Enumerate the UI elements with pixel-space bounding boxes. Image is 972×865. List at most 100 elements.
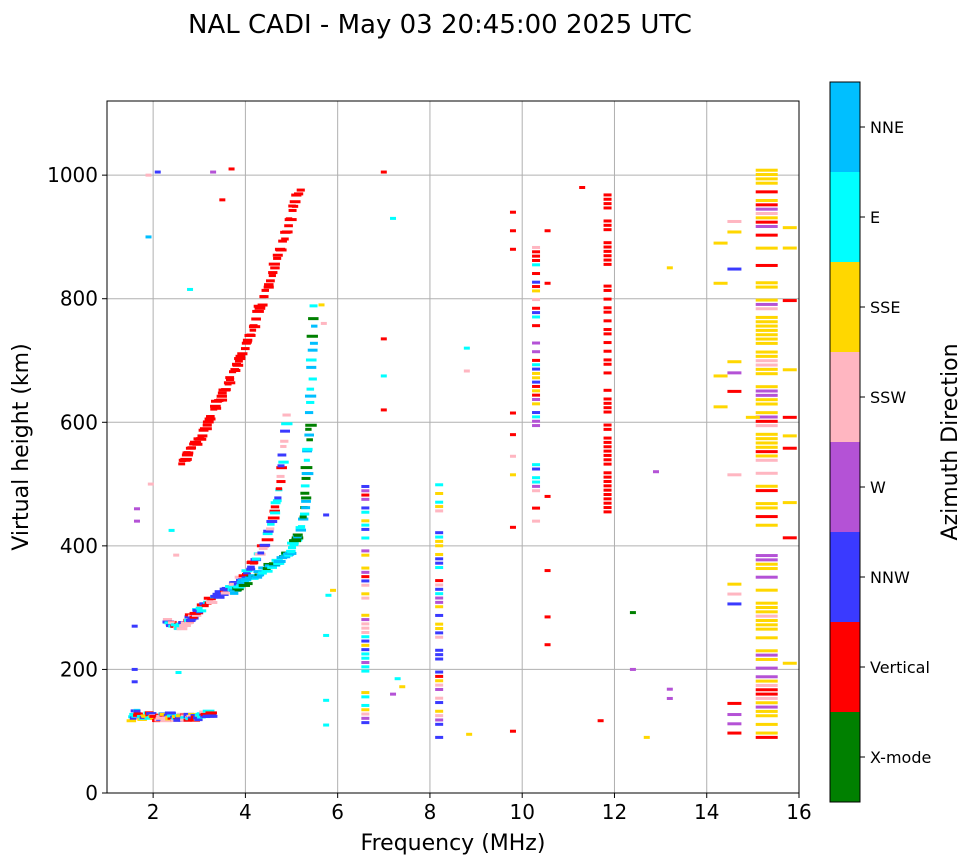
column-echo [361,493,370,497]
column-echo [755,207,778,211]
colorbar-label: E [870,208,880,227]
column-echo [755,610,778,614]
trace-echo [160,719,172,723]
x-tick-label: 14 [694,800,719,824]
trace-echo [279,555,291,559]
y-tick-label: 600 [60,410,98,434]
scattered-echo [727,592,742,596]
trace-echo [273,561,285,565]
column-echo [755,653,778,657]
column-echo [361,665,370,669]
column-echo [755,281,778,285]
column-echo [603,427,612,431]
column-echo [755,588,778,592]
column-echo [532,324,541,328]
column-echo [755,714,778,718]
trace-echo [308,377,317,381]
trace-echo [301,506,311,510]
column-echo [755,709,778,713]
trace-echo [276,466,287,470]
scattered-echo [727,722,742,726]
column-echo [755,649,778,653]
scattered-echo [727,713,742,717]
column-echo [603,410,612,414]
column-echo [755,246,778,250]
y-tick-label: 200 [60,657,98,681]
column-echo [603,245,612,249]
trace-echo [261,288,269,292]
column-echo [361,626,370,630]
x-tick-label: 16 [786,800,811,824]
scattered-echo [320,321,327,325]
column-echo [361,639,370,643]
column-echo [532,341,541,345]
trace-echo [289,539,302,543]
column-echo [532,411,541,415]
trace-echo [187,446,197,450]
trace-echo [284,218,297,222]
trace-echo [306,400,315,404]
column-echo [603,479,612,483]
column-echo [755,675,778,679]
column-echo [435,709,444,713]
scattered-echo [727,473,742,477]
scattered-echo [713,241,728,245]
trace-echo [258,546,268,550]
scattered-echo [782,415,797,419]
column-echo [755,389,778,393]
column-echo [532,258,541,262]
colorbar-label: NNW [870,568,910,587]
azimuth-colorbar: X-mode Vertical NNW W SSW SSE E NNE [829,81,931,803]
trace-echo [258,573,265,577]
column-echo [603,249,612,253]
column-echo [435,714,444,718]
trace-echo [302,447,313,451]
column-echo [435,670,444,674]
scattered-echo [544,569,551,573]
column-echo [361,570,370,574]
scattered-echo [544,494,551,498]
column-echo [755,203,778,207]
column-echo [755,393,778,397]
scattered-echo [727,701,742,705]
column-echo [755,402,778,406]
trace-echo [301,499,311,503]
trace-echo [301,476,311,480]
column-echo [755,398,778,402]
column-echo [603,358,612,362]
column-echo [532,480,541,484]
trace-echo [270,511,281,515]
column-echo [603,440,612,444]
column-echo [603,197,612,201]
scattered-echo [782,226,797,230]
trace-echo [281,237,289,241]
column-echo [603,306,612,310]
column-echo [755,445,778,449]
trace-echo [217,391,227,395]
trace-echo [232,363,244,367]
trace-echo [306,387,315,391]
column-echo [755,302,778,306]
column-echo [755,489,778,493]
column-echo [435,718,444,722]
trace-echo [282,230,293,234]
trace-echo [270,501,281,505]
scattered-echo [509,433,516,437]
trace-echo [259,543,271,547]
trace-echo [176,627,188,631]
trace-echo [251,557,261,561]
trace-echo [259,295,269,299]
column-echo [603,462,612,466]
scattered-echo [509,229,516,233]
trace-echo [207,415,215,419]
scattered-echo [727,731,742,735]
column-echo [603,332,612,336]
column-echo [361,661,370,665]
trace-echo [306,365,317,369]
trace-echo [267,565,277,569]
scattered-echo [544,615,551,619]
trace-echo [234,359,243,363]
column-echo [603,362,612,366]
trace-echo [129,716,137,720]
trace-echo [146,712,157,716]
